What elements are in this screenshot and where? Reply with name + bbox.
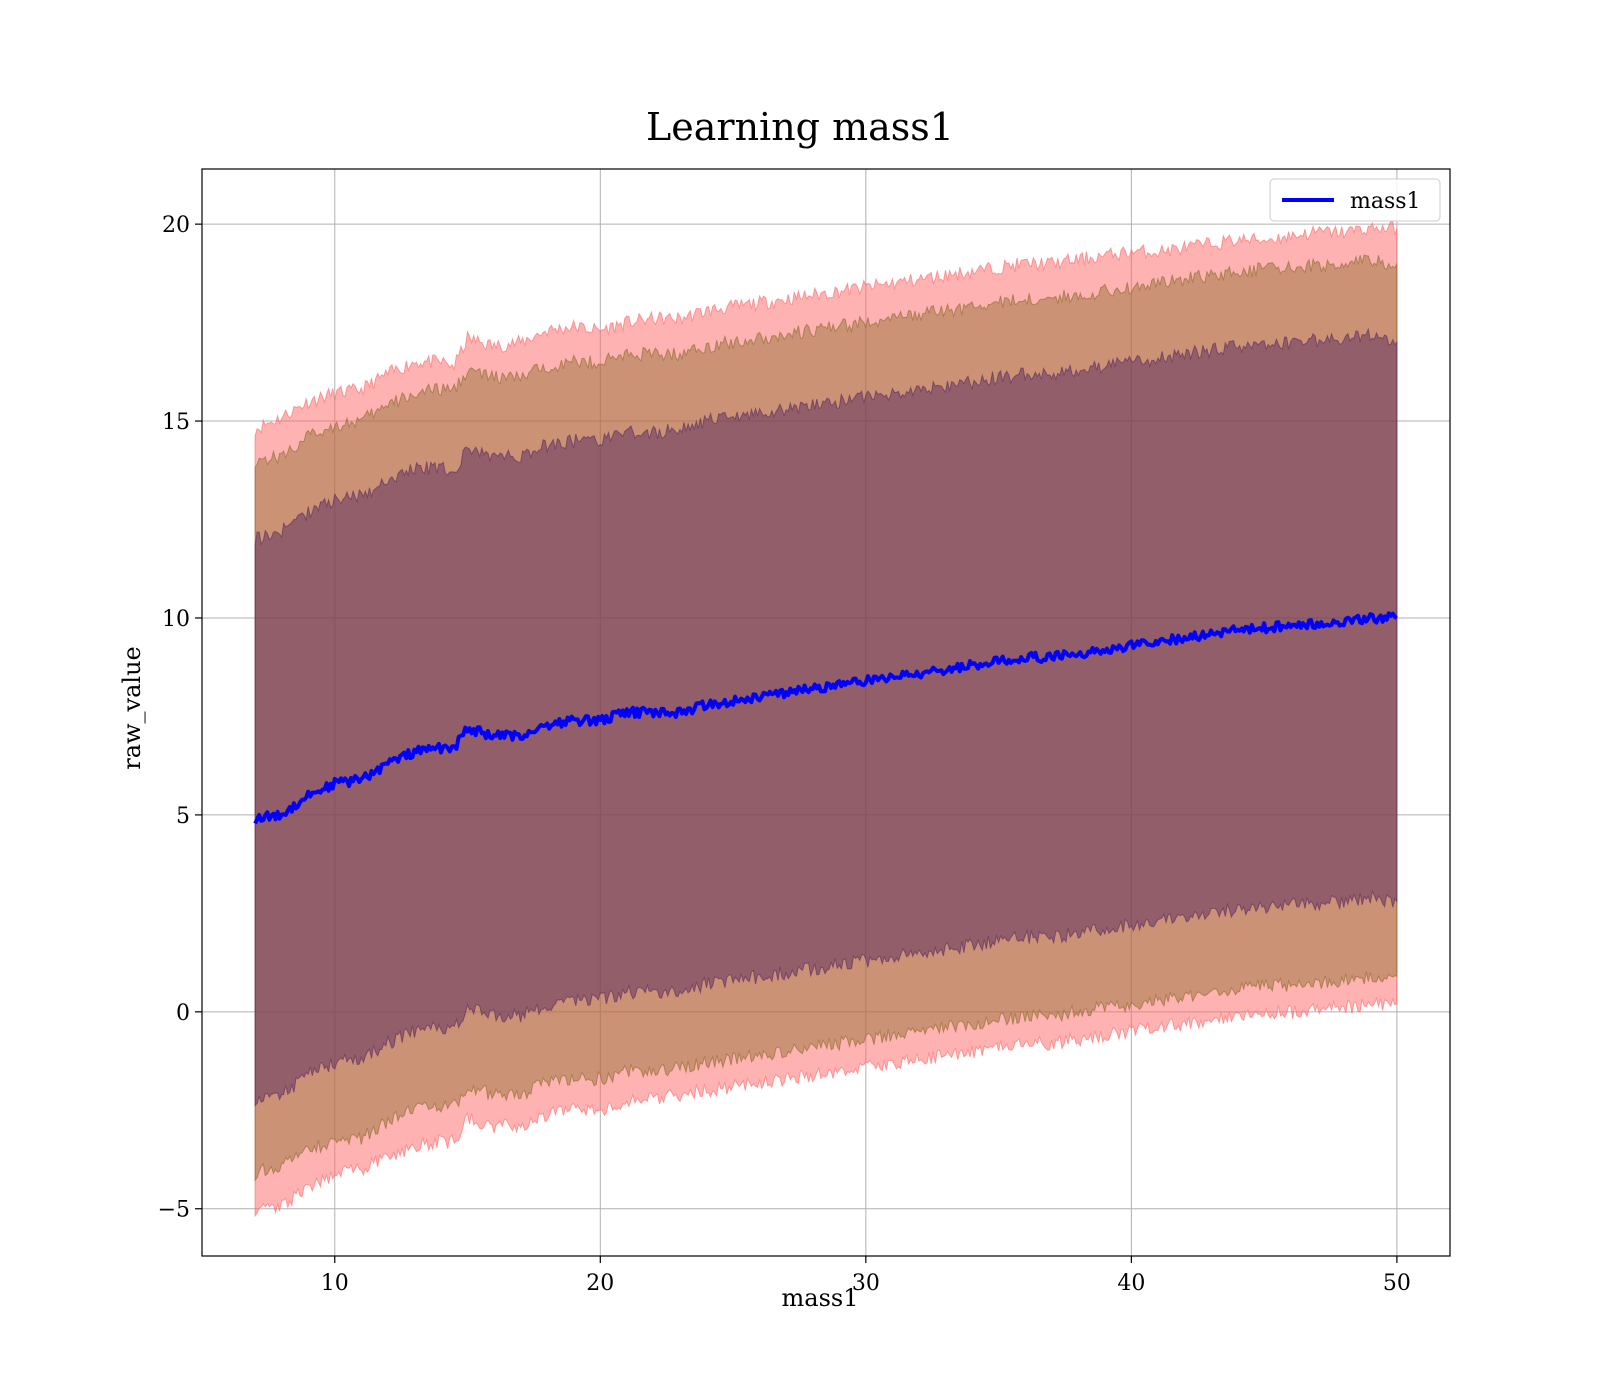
plot-area: 10 20 30 40 50 −5 0 5 10 15 20 mass1 bbox=[158, 168, 1451, 1296]
x-tick-label-3: 40 bbox=[1117, 1271, 1145, 1296]
axes-frame bbox=[201, 168, 1451, 1257]
y-axis-label: raw_value bbox=[118, 646, 146, 770]
legend-label-0: mass1 bbox=[1350, 189, 1421, 214]
legend-box bbox=[1269, 178, 1441, 222]
confidence-band-2 bbox=[254, 327, 1398, 1107]
y-tick-label-2: 5 bbox=[176, 804, 190, 829]
chart-title: Learning mass1 bbox=[646, 105, 954, 149]
y-tick-label-3: 10 bbox=[162, 607, 190, 632]
y-tick-label-5: 20 bbox=[162, 213, 190, 238]
x-tick-label-1: 20 bbox=[586, 1271, 614, 1296]
y-tick-label-0: −5 bbox=[158, 1198, 190, 1223]
y-tick-label-1: 0 bbox=[176, 1001, 190, 1026]
y-tick-label-4: 15 bbox=[162, 410, 190, 435]
x-tick-label-4: 50 bbox=[1383, 1271, 1411, 1296]
x-tick-label-2: 30 bbox=[852, 1271, 880, 1296]
series-line-mass1 bbox=[253, 611, 1398, 825]
x-axis-label: mass1 bbox=[782, 1284, 859, 1312]
x-tick-label-0: 10 bbox=[321, 1271, 349, 1296]
